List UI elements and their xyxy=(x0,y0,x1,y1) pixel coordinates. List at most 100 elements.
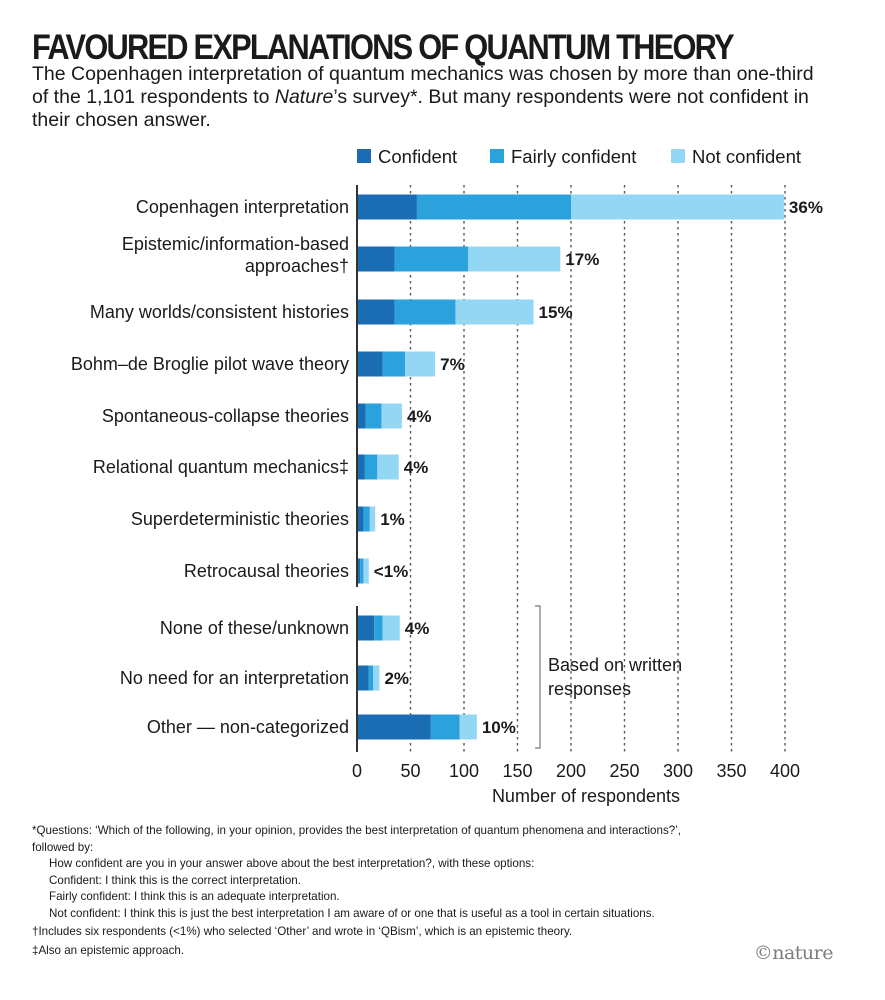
bar-1-fairly-confident xyxy=(416,194,571,220)
bar-5-confident xyxy=(357,403,366,429)
x-tick-label: 150 xyxy=(502,761,532,781)
bar-9-fairly-confident xyxy=(374,615,383,641)
x-tick-label: 0 xyxy=(352,761,362,781)
category-label: Bohm–de Broglie pilot wave theory xyxy=(71,354,349,374)
category-label-line: Spontaneous-collapse theories xyxy=(102,406,349,426)
percent-label: <1% xyxy=(374,562,409,581)
category-label-line: Retrocausal theories xyxy=(184,561,349,581)
chart-title: FAVOURED EXPLANATIONS OF QUANTUM THEORY xyxy=(32,28,735,67)
bar-9-confident xyxy=(357,615,375,641)
bar-10-fairly-confident xyxy=(368,665,374,691)
footnotes: *Questions: ‘Which of the following, in … xyxy=(32,823,872,959)
percent-label: 17% xyxy=(565,250,599,269)
legend-label-3: Not confident xyxy=(692,146,801,167)
bar-2-confident xyxy=(357,246,395,272)
bar-7-confident xyxy=(357,506,364,532)
annotation-text: Based on written xyxy=(548,655,682,675)
bar-1-not-confident xyxy=(571,194,784,220)
chart-annotation: Based on written responses xyxy=(535,605,682,749)
category-label-line: Superdeterministic theories xyxy=(131,509,349,529)
bar-5-not-confident xyxy=(381,403,402,429)
bar-2-not-confident xyxy=(468,246,561,272)
chart-axis: 0 50 100 150 200 250 300 350 400 Number of respon… xyxy=(352,185,800,806)
x-tick-label: 100 xyxy=(449,761,479,781)
bar-8-fairly-confident xyxy=(360,558,364,584)
category-label: Copenhagen interpretation xyxy=(136,197,349,217)
legend-label-1: Confident xyxy=(378,146,457,167)
percent-label: 15% xyxy=(539,303,573,322)
bar-9-not-confident xyxy=(382,615,400,641)
bar-2-fairly-confident xyxy=(394,246,469,272)
category-label-line: None of these/unknown xyxy=(160,618,349,638)
percent-label: 36% xyxy=(789,198,823,217)
footnote-confidence-question: How confident are you in your answer abo… xyxy=(49,857,535,870)
bar-6-fairly-confident xyxy=(364,454,378,480)
percent-label: 10% xyxy=(482,718,516,737)
legend-swatch-1 xyxy=(357,149,371,163)
legend-label-2: Fairly confident xyxy=(511,146,636,167)
category-label: Other — non-categorized xyxy=(147,717,349,737)
nature-logo: ©nature xyxy=(753,942,834,964)
percent-label: 2% xyxy=(384,669,409,688)
annotation-text: responses xyxy=(548,679,631,699)
x-tick-label: 350 xyxy=(716,761,746,781)
subtitle-text-1: The Copenhagen interpretation of quantum… xyxy=(32,63,814,108)
percent-label: 1% xyxy=(380,510,405,529)
x-tick-label: 250 xyxy=(609,761,639,781)
category-label-line: Copenhagen interpretation xyxy=(136,197,349,217)
category-label-line: Relational quantum mechanics‡ xyxy=(93,457,349,477)
footnote-dagger: †Includes six respondents (<1%) who sele… xyxy=(32,925,573,938)
category-label-line: No need for an interpretation xyxy=(120,668,349,688)
subtitle-italic: Nature xyxy=(274,86,334,108)
bar-3-fairly-confident xyxy=(394,299,456,325)
chart-legend: Confident Fairly confident Not confident xyxy=(357,146,801,167)
bar-11-fairly-confident xyxy=(430,714,460,740)
bar-11-not-confident xyxy=(459,714,477,740)
x-tick-label: 200 xyxy=(556,761,586,781)
percent-label: 7% xyxy=(440,355,465,374)
bar-1-confident xyxy=(357,194,417,220)
category-label: Relational quantum mechanics‡ xyxy=(93,457,349,477)
category-label-line: Bohm–de Broglie pilot wave theory xyxy=(71,354,349,374)
x-tick-label: 300 xyxy=(663,761,693,781)
footnote-question: *Questions: ‘Which of the following, in … xyxy=(32,824,681,837)
bar-7-not-confident xyxy=(369,506,376,532)
footnote-option-not: Not confident: I think this is just the … xyxy=(49,906,655,920)
bar-3-confident xyxy=(357,299,395,325)
x-tick-label: 400 xyxy=(770,761,800,781)
bar-4-not-confident xyxy=(405,351,436,377)
category-label: None of these/unknown xyxy=(160,618,349,638)
category-label: Retrocausal theories xyxy=(184,561,349,581)
bar-3-not-confident xyxy=(455,299,534,325)
bar-8-not-confident xyxy=(363,558,369,584)
percent-label: 4% xyxy=(407,407,432,426)
bar-11-confident xyxy=(357,714,431,740)
footnote-option-confident: Confident: I think this is the correct i… xyxy=(49,873,301,887)
category-label: No need for an interpretation xyxy=(120,668,349,688)
category-label: Epistemic/information-based approaches† xyxy=(122,234,349,276)
category-label-line: Epistemic/information-based xyxy=(122,234,349,254)
percent-label: 4% xyxy=(404,458,429,477)
subtitle-text-2: ’s survey*. But many respondents were no… xyxy=(32,86,809,131)
bar-4-confident xyxy=(357,351,383,377)
x-axis-title: Number of respondents xyxy=(492,786,680,806)
bar-4-fairly-confident xyxy=(382,351,406,377)
bar-8-confident xyxy=(357,558,361,584)
bar-7-fairly-confident xyxy=(363,506,370,532)
category-label-line: approaches† xyxy=(245,256,349,276)
category-label-line: Many worlds/consistent histories xyxy=(90,302,349,322)
bar-10-confident xyxy=(357,665,369,691)
annotation-bracket xyxy=(535,605,541,749)
category-label-line: Other — non-categorized xyxy=(147,717,349,737)
bar-chart: Confident Fairly confident Not confident 3… xyxy=(71,146,823,806)
legend-swatch-3 xyxy=(671,149,685,163)
bar-5-fairly-confident xyxy=(365,403,382,429)
chart-subtitle: The Copenhagen interpretation of quantum… xyxy=(32,63,832,132)
footnote-followed: followed by: xyxy=(32,840,94,854)
x-tick-label: 50 xyxy=(400,761,420,781)
chart-bars: 36% Copenhagen interpretation 17% Epistemic… xyxy=(71,194,823,740)
bar-6-confident xyxy=(357,454,365,480)
footnote-double-dagger: ‡Also an epistemic approach. xyxy=(32,943,185,957)
percent-label: 4% xyxy=(405,619,430,638)
category-label: Superdeterministic theories xyxy=(131,509,349,529)
